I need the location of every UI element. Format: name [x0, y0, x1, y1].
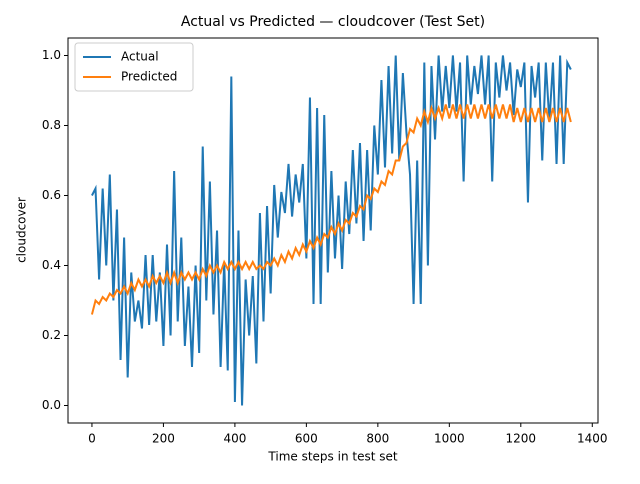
x-tick-label: 800	[366, 432, 389, 446]
x-tick-label: 600	[295, 432, 318, 446]
x-tick-label: 200	[152, 432, 175, 446]
x-tick-label: 1000	[434, 432, 465, 446]
legend-label: Actual	[121, 50, 159, 64]
y-tick-label: 0.8	[42, 118, 61, 132]
x-tick-label: 1400	[577, 432, 608, 446]
y-tick-label: 0.4	[42, 258, 61, 272]
chart-title: Actual vs Predicted — cloudcover (Test S…	[181, 14, 485, 30]
x-tick-label: 400	[223, 432, 246, 446]
y-tick-label: 0.0	[42, 398, 61, 412]
x-tick-label: 1200	[506, 432, 537, 446]
series-line	[90, 104, 572, 315]
y-tick-label: 1.0	[42, 48, 61, 62]
x-axis-label: Time steps in test set	[267, 450, 397, 464]
legend-label: Predicted	[121, 70, 177, 84]
x-tick-label: 0	[88, 432, 96, 446]
y-axis-label: cloudcover	[15, 197, 29, 263]
legend-box	[74, 42, 194, 92]
plot-frame	[67, 37, 599, 424]
y-tick-label: 0.6	[42, 188, 61, 202]
y-tick-label: 0.2	[42, 328, 61, 342]
